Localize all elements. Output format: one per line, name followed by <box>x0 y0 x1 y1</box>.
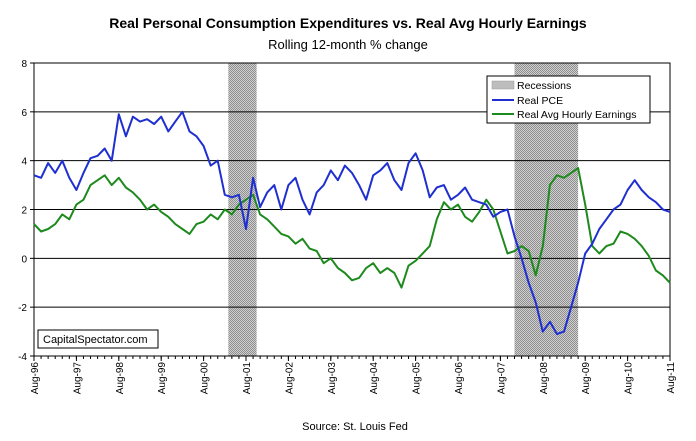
y-tick-label: 4 <box>21 157 27 168</box>
watermark-box <box>37 329 159 349</box>
watermark-text: CapitalSpectator.com <box>43 334 148 346</box>
y-axis-ticks: 8 6 4 2 0 -2 -4 <box>18 59 34 363</box>
x-tick-label: Aug-10 <box>624 362 635 395</box>
series-lines <box>33 110 671 335</box>
x-tick-label: Aug-09 <box>581 362 592 395</box>
legend-swatch-recessions <box>491 80 515 90</box>
legend: Recessions Real PCE Real Avg Hourly Earn… <box>486 75 651 124</box>
y-tick-label: 0 <box>21 254 27 265</box>
x-tick-label: Aug-08 <box>539 362 550 395</box>
x-tick-label: Aug-03 <box>327 362 338 395</box>
gridlines <box>34 111 670 308</box>
x-tick-label: Aug-04 <box>369 362 380 395</box>
x-tick-label: Aug-02 <box>284 362 295 395</box>
x-tick-label: Aug-11 <box>666 362 677 394</box>
x-tick-label: Aug-05 <box>412 362 423 395</box>
x-tick-label: Aug-01 <box>242 362 253 395</box>
x-tick-label: Aug-07 <box>496 362 507 395</box>
legend-label-recessions: Recessions <box>517 80 571 92</box>
source-note: Source: St. Louis Fed <box>302 421 408 433</box>
x-tick-label: Aug-99 <box>157 362 168 395</box>
chart-title: Real Personal Consumption Expenditures v… <box>109 15 587 31</box>
y-tick-label: 8 <box>21 59 27 70</box>
y-tick-label: 6 <box>21 108 27 119</box>
x-tick-label: Aug-00 <box>200 362 211 395</box>
watermark-badge: CapitalSpectator.com <box>37 329 159 349</box>
x-axis-ticks: Aug-96 Aug-97 Aug-98 Aug-99 Aug-00 Aug-01 Aug-… <box>30 356 677 394</box>
y-tick-label: -4 <box>18 352 27 363</box>
x-tick-label: Aug-97 <box>72 362 83 395</box>
series-line-real-avg-hourly-earnings <box>33 167 671 289</box>
x-tick-label: Aug-98 <box>115 362 126 395</box>
x-tick-label: Aug-06 <box>454 362 465 395</box>
y-tick-label: 2 <box>21 206 27 217</box>
y-tick-label: -2 <box>18 303 27 314</box>
chart-subtitle: Rolling 12-month % change <box>268 37 428 52</box>
x-tick-label: Aug-96 <box>30 362 41 395</box>
legend-label-earnings: Real Avg Hourly Earnings <box>517 109 636 121</box>
legend-label-pce: Real PCE <box>517 95 563 107</box>
series-line-real-pce <box>33 110 671 335</box>
